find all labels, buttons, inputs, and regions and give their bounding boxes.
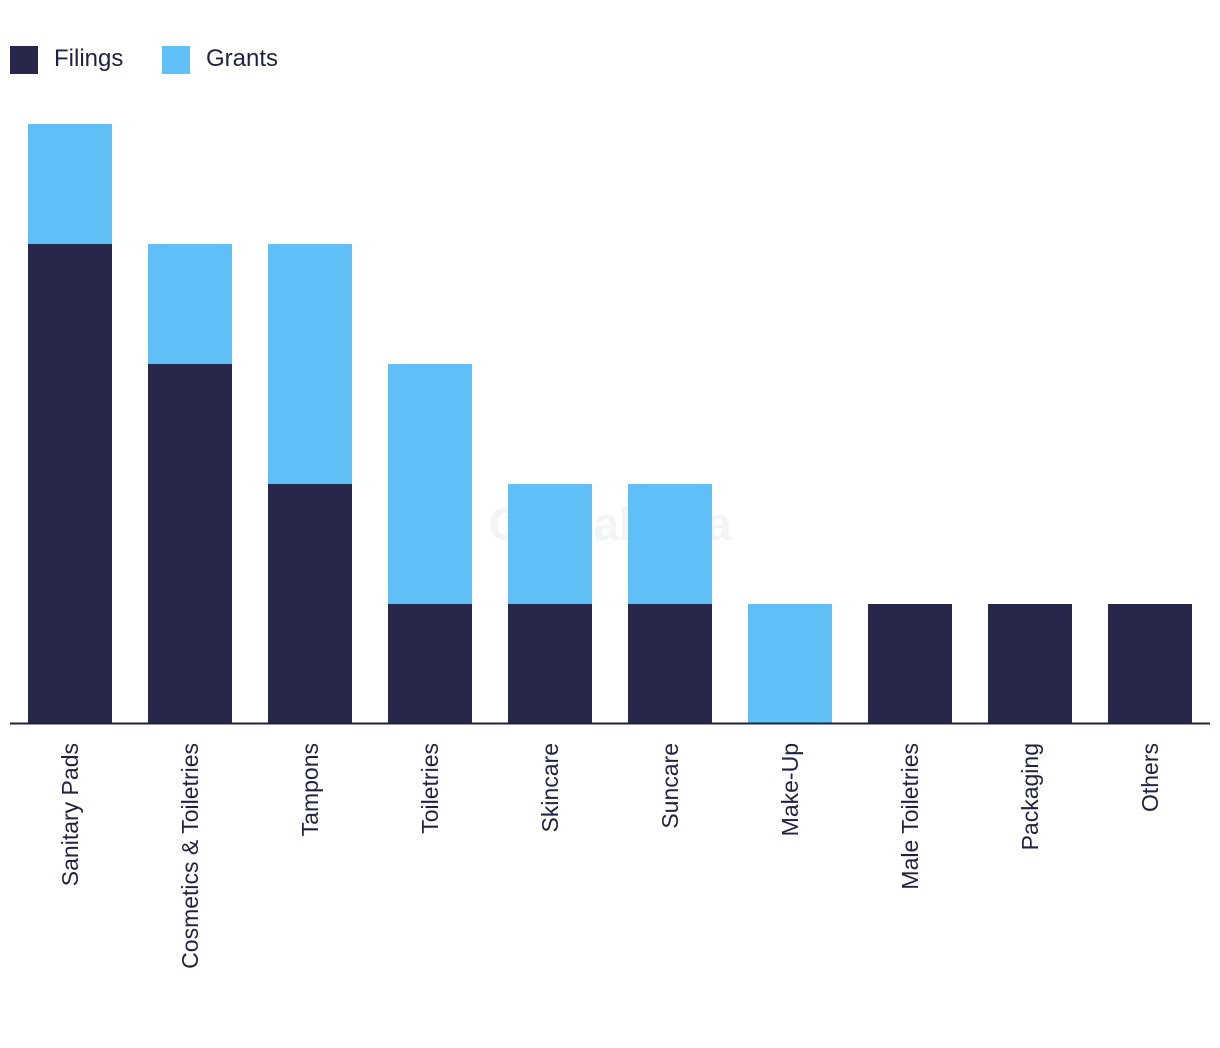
x-tick-label: Skincare: [537, 743, 563, 832]
x-tick-label: Cosmetics & Toiletries: [177, 743, 203, 969]
x-tick-label: Sanitary Pads: [57, 743, 83, 886]
legend-swatch-grants: [162, 46, 190, 74]
bar-grants-0: [28, 124, 112, 244]
bar-filings-4: [508, 604, 592, 724]
bar-filings-1: [148, 364, 232, 724]
legend-label-grants: Grants: [206, 45, 278, 72]
x-tick-label: Toiletries: [417, 743, 443, 834]
legend: Filings Grants: [10, 45, 278, 74]
bar-grants-6: [748, 604, 832, 724]
x-tick-label: Others: [1137, 743, 1163, 812]
legend-swatch-filings: [10, 46, 38, 74]
x-tick-labels: Sanitary Pads Cosmetics & Toiletries Tampo…: [57, 743, 1163, 969]
x-tick-label: Tampons: [297, 743, 323, 836]
bar-filings-3: [388, 604, 472, 724]
bar-grants-2: [268, 244, 352, 484]
x-tick-label: Make-Up: [777, 743, 803, 836]
bar-filings-9: [1108, 604, 1192, 724]
legend-item-filings: Filings: [10, 45, 123, 74]
legend-item-grants: Grants: [162, 45, 278, 74]
bar-grants-5: [628, 484, 712, 604]
bar-filings-2: [268, 484, 352, 724]
x-tick-label: Packaging: [1017, 743, 1043, 850]
x-tick-label: Suncare: [657, 743, 683, 829]
bar-filings-5: [628, 604, 712, 724]
legend-label-filings: Filings: [54, 45, 123, 72]
bar-grants-4: [508, 484, 592, 604]
bar-filings-7: [868, 604, 952, 724]
bar-filings-8: [988, 604, 1072, 724]
bar-filings-0: [28, 244, 112, 724]
x-tick-label: Male Toiletries: [897, 743, 923, 890]
bar-grants-3: [388, 364, 472, 604]
bar-grants-1: [148, 244, 232, 364]
bars: [28, 124, 1192, 724]
